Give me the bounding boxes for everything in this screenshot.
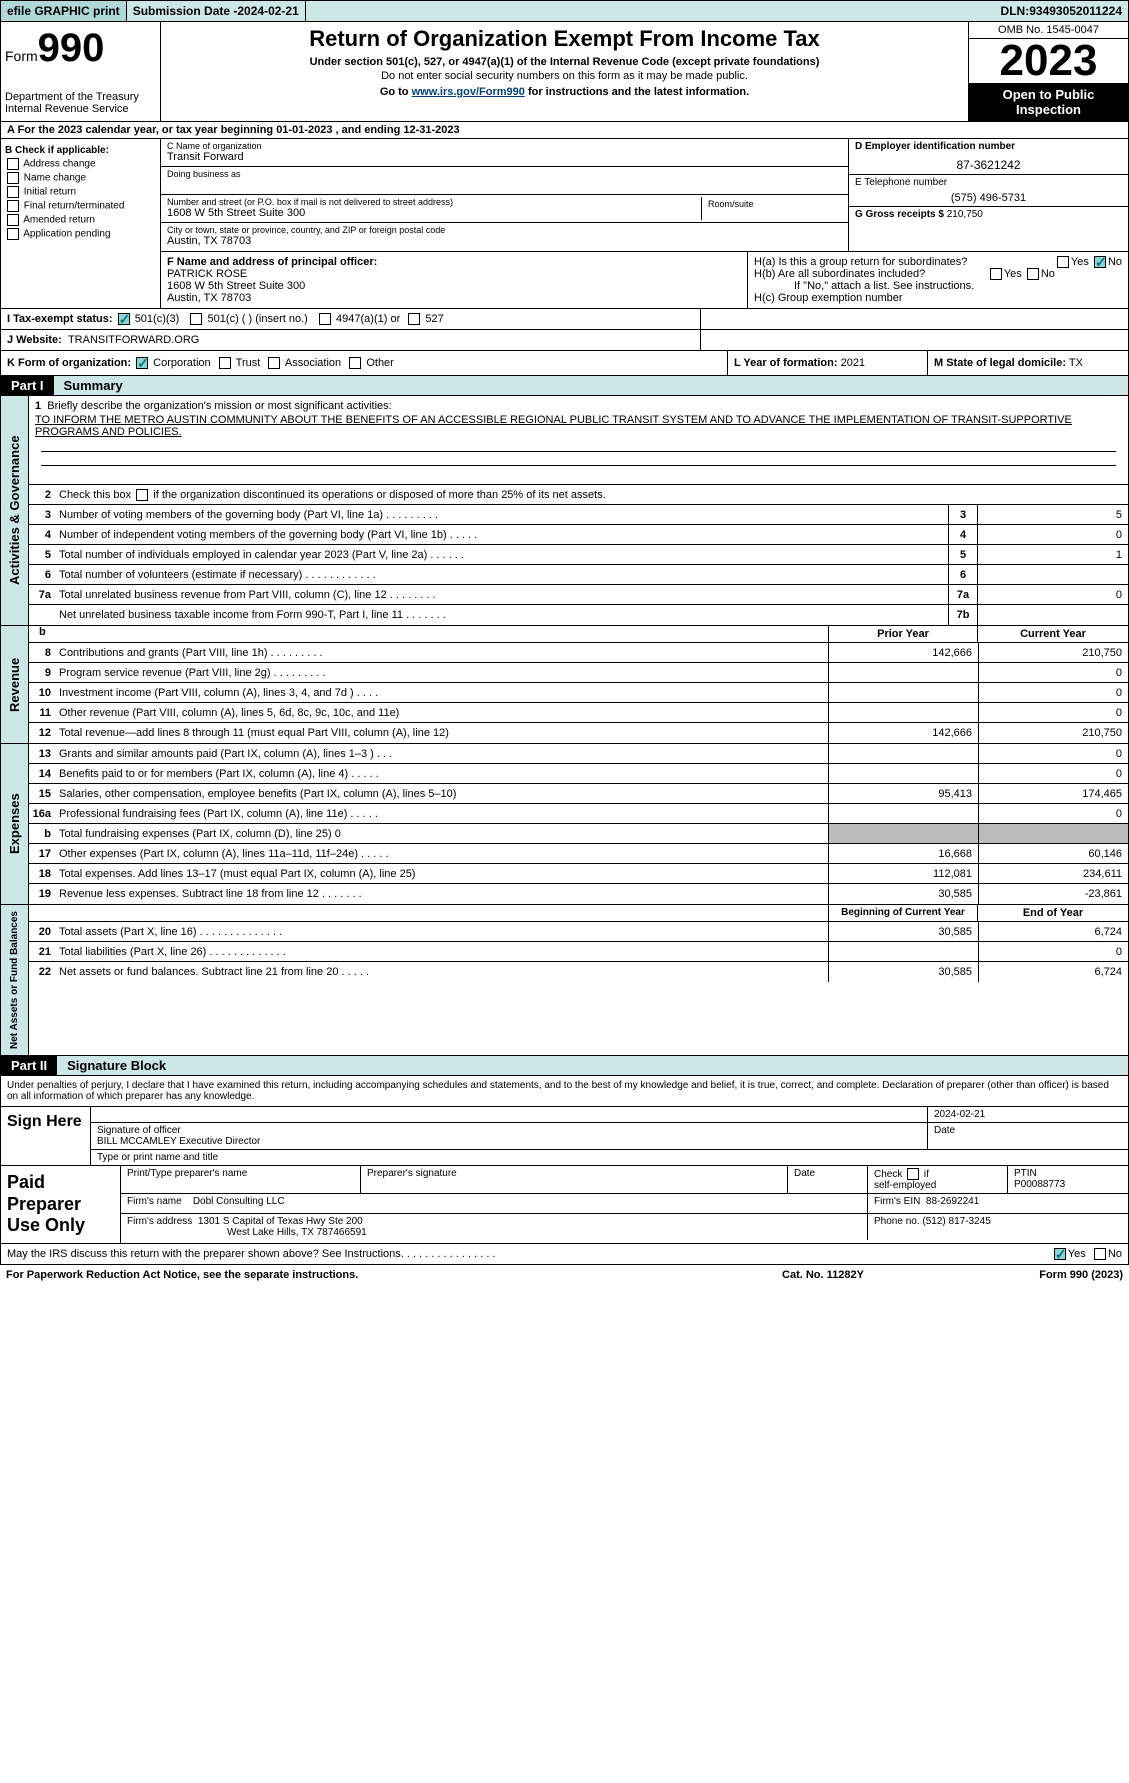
table-row: 15Salaries, other compensation, employee…	[29, 784, 1128, 804]
ein: 87-3621242	[855, 152, 1122, 172]
table-row: 7aTotal unrelated business revenue from …	[29, 585, 1128, 605]
discuss-row: May the IRS discuss this return with the…	[0, 1244, 1129, 1265]
topbar: efile GRAPHIC print Submission Date - 20…	[0, 0, 1129, 22]
website: TRANSITFORWARD.ORG	[68, 334, 199, 346]
table-row: 17Other expenses (Part IX, column (A), l…	[29, 844, 1128, 864]
row-a-calendar-year: A For the 2023 calendar year, or tax yea…	[0, 122, 1129, 139]
phone: (575) 496-5731	[855, 188, 1122, 204]
box-b: B Check if applicable: Address change Na…	[1, 139, 161, 308]
row-i-tax-status: I Tax-exempt status: 501(c)(3) 501(c) ( …	[0, 309, 1129, 330]
subtitle-1: Under section 501(c), 527, or 4947(a)(1)…	[165, 56, 964, 68]
part1-net-assets: Net Assets or Fund Balances Beginning of…	[0, 905, 1129, 1056]
table-row: 4Number of independent voting members of…	[29, 525, 1128, 545]
part1-activities-governance: Activities & Governance 1 Briefly descri…	[0, 396, 1129, 626]
table-row: 9Program service revenue (Part VIII, lin…	[29, 663, 1128, 683]
table-row: 21Total liabilities (Part X, line 26) . …	[29, 942, 1128, 962]
tax-year: 2023	[969, 39, 1128, 83]
org-city: Austin, TX 78703	[167, 235, 842, 247]
gross-receipts: 210,750	[947, 209, 983, 220]
form-header: Form990 Department of the Treasury Inter…	[0, 22, 1129, 122]
table-row: 12Total revenue—add lines 8 through 11 (…	[29, 723, 1128, 743]
table-row: 22Net assets or fund balances. Subtract …	[29, 962, 1128, 982]
page-footer: For Paperwork Reduction Act Notice, see …	[0, 1265, 1129, 1285]
line-1-mission: 1 Briefly describe the organization's mi…	[29, 396, 1128, 485]
line-2: 2Check this box if the organization disc…	[29, 485, 1128, 505]
efile-label[interactable]: efile GRAPHIC print	[1, 1, 127, 21]
table-row: 10Investment income (Part VIII, column (…	[29, 683, 1128, 703]
table-row: 16aProfessional fundraising fees (Part I…	[29, 804, 1128, 824]
table-row: 6Total number of volunteers (estimate if…	[29, 565, 1128, 585]
paid-preparer-block: Paid Preparer Use Only Print/Type prepar…	[0, 1166, 1129, 1244]
box-c: C Name of organizationTransit Forward Do…	[161, 139, 848, 251]
part2-header: Part II Signature Block	[0, 1056, 1129, 1076]
table-row: 19Revenue less expenses. Subtract line 1…	[29, 884, 1128, 904]
irs-link[interactable]: www.irs.gov/Form990	[412, 86, 525, 98]
open-inspection: Open to Public Inspection	[969, 83, 1128, 121]
org-street: 1608 W 5th Street Suite 300	[167, 207, 701, 219]
subtitle-3: Go to www.irs.gov/Form990 for instructio…	[165, 86, 964, 98]
box-f: F Name and address of principal officer:…	[161, 252, 748, 308]
table-row: 11Other revenue (Part VIII, column (A), …	[29, 703, 1128, 723]
box-h: H(a) Is this a group return for subordin…	[748, 252, 1128, 308]
part1-revenue: Revenue bPrior YearCurrent Year 8Contrib…	[0, 626, 1129, 744]
table-row: bTotal fundraising expenses (Part IX, co…	[29, 824, 1128, 844]
table-row: 18Total expenses. Add lines 13–17 (must …	[29, 864, 1128, 884]
form-title: Return of Organization Exempt From Incom…	[165, 26, 964, 52]
table-row: 20Total assets (Part X, line 16) . . . .…	[29, 922, 1128, 942]
table-row: 3Number of voting members of the governi…	[29, 505, 1128, 525]
box-de: D Employer identification number87-36212…	[848, 139, 1128, 251]
section-identity: B Check if applicable: Address change Na…	[0, 139, 1129, 309]
form-number: Form990	[5, 26, 156, 71]
sign-here-block: Sign Here 2024-02-21 Signature of office…	[0, 1107, 1129, 1166]
part1-header: Part I Summary	[0, 376, 1129, 396]
part1-expenses: Expenses 13Grants and similar amounts pa…	[0, 744, 1129, 905]
signature-declaration: Under penalties of perjury, I declare th…	[0, 1076, 1129, 1107]
dept-treasury: Department of the Treasury Internal Reve…	[5, 91, 156, 115]
dln: DLN: 93493052011224	[995, 1, 1128, 21]
table-row: 13Grants and similar amounts paid (Part …	[29, 744, 1128, 764]
table-row: 14Benefits paid to or for members (Part …	[29, 764, 1128, 784]
table-row: Net unrelated business taxable income fr…	[29, 605, 1128, 625]
submission-date: Submission Date - 2024-02-21	[127, 1, 306, 21]
row-klm: K Form of organization: Corporation Trus…	[0, 351, 1129, 376]
subtitle-2: Do not enter social security numbers on …	[165, 70, 964, 82]
table-row: 8Contributions and grants (Part VIII, li…	[29, 643, 1128, 663]
org-name: Transit Forward	[167, 151, 842, 163]
table-row: 5Total number of individuals employed in…	[29, 545, 1128, 565]
row-j-website: J Website: TRANSITFORWARD.ORG	[0, 330, 1129, 351]
